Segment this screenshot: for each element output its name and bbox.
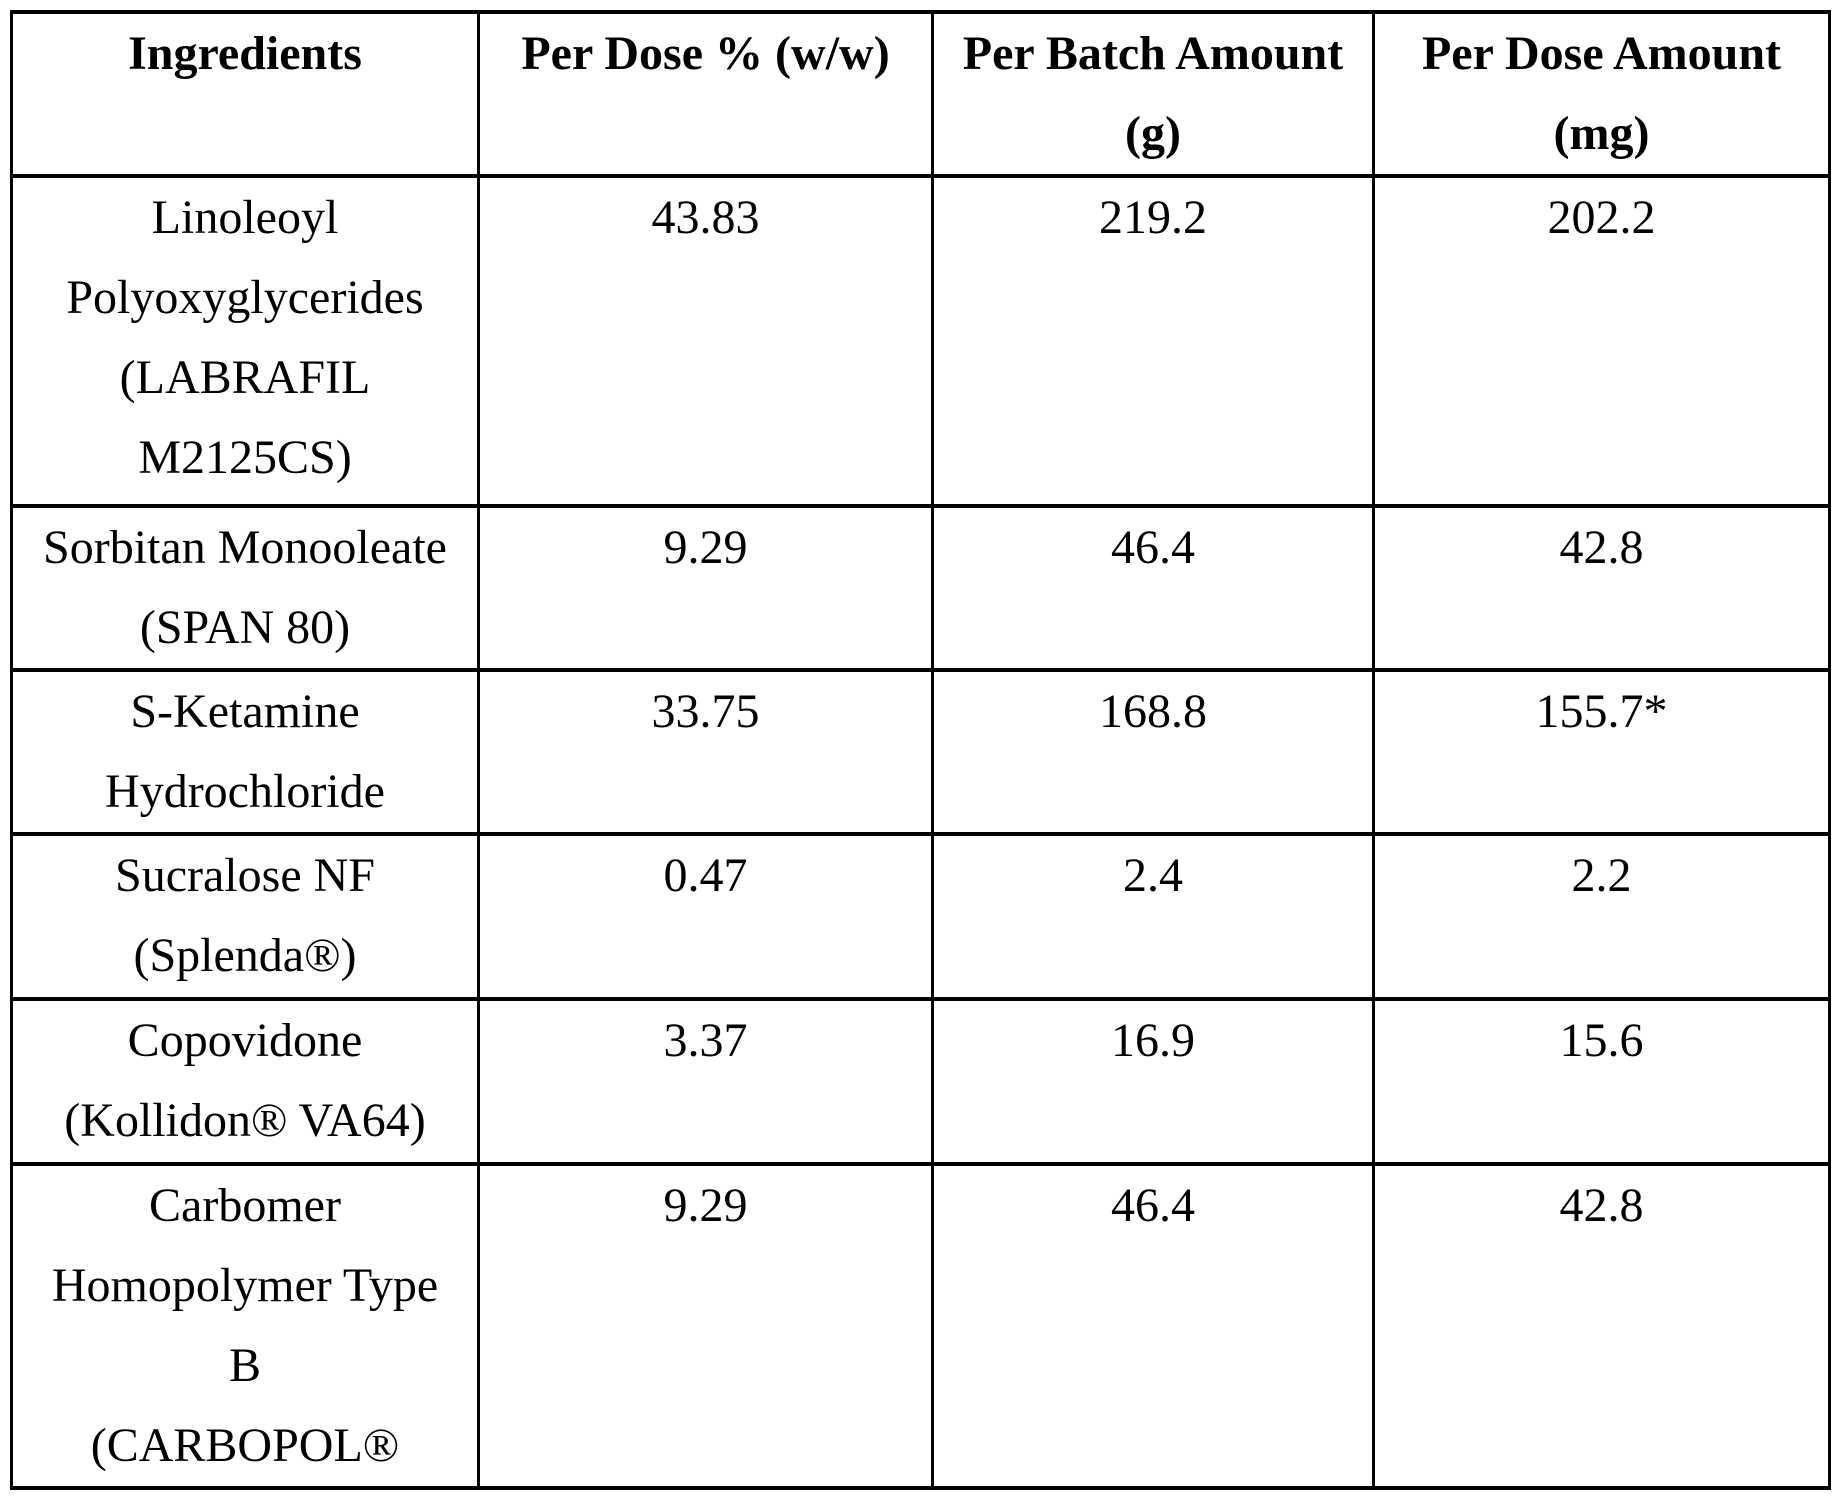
per-dose-mg-cell: 42.8 bbox=[1372, 1162, 1831, 1490]
header-per-dose-pct: Per Dose % (w/w) bbox=[477, 10, 934, 178]
table-row: S-Ketamine Hydrochloride 33.75 168.8 155… bbox=[10, 668, 1831, 836]
table-row: Sorbitan Monooleate (SPAN 80) 9.29 46.4 … bbox=[10, 504, 1831, 672]
ingredient-cell: S-Ketamine Hydrochloride bbox=[10, 668, 480, 836]
per-batch-g-cell: 2.4 bbox=[931, 832, 1375, 1001]
per-dose-mg-cell: 42.8 bbox=[1372, 504, 1831, 672]
ingredient-cell: Linoleoyl Polyoxyglycerides (LABRAFIL M2… bbox=[10, 174, 480, 508]
per-batch-g-cell: 16.9 bbox=[931, 997, 1375, 1166]
header-per-batch-amount: Per Batch Amount (g) bbox=[931, 10, 1375, 178]
table-header-row: Ingredients Per Dose % (w/w) Per Batch A… bbox=[10, 10, 1831, 178]
ingredients-table: Ingredients Per Dose % (w/w) Per Batch A… bbox=[10, 10, 1831, 1490]
per-dose-pct-cell: 0.47 bbox=[477, 832, 934, 1001]
table-row: Copovidone (Kollidon® VA64) 3.37 16.9 15… bbox=[10, 997, 1831, 1166]
ingredient-cell: Sorbitan Monooleate (SPAN 80) bbox=[10, 504, 480, 672]
table-row: Sucralose NF (Splenda®) 0.47 2.4 2.2 bbox=[10, 832, 1831, 1001]
per-batch-g-cell: 168.8 bbox=[931, 668, 1375, 836]
header-per-dose-amount: Per Dose Amount (mg) bbox=[1372, 10, 1831, 178]
per-dose-mg-cell: 202.2 bbox=[1372, 174, 1831, 508]
per-dose-pct-cell: 9.29 bbox=[477, 504, 934, 672]
per-dose-mg-cell: 2.2 bbox=[1372, 832, 1831, 1001]
per-dose-mg-cell: 155.7* bbox=[1372, 668, 1831, 836]
per-dose-pct-cell: 43.83 bbox=[477, 174, 934, 508]
per-dose-mg-cell: 15.6 bbox=[1372, 997, 1831, 1166]
table-row: Carbomer Homopolymer Type B (CARBOPOL® 9… bbox=[10, 1162, 1831, 1490]
ingredient-cell: Carbomer Homopolymer Type B (CARBOPOL® bbox=[10, 1162, 480, 1490]
header-ingredients: Ingredients bbox=[10, 10, 480, 178]
per-batch-g-cell: 219.2 bbox=[931, 174, 1375, 508]
per-dose-pct-cell: 9.29 bbox=[477, 1162, 934, 1490]
per-dose-pct-cell: 33.75 bbox=[477, 668, 934, 836]
ingredient-cell: Sucralose NF (Splenda®) bbox=[10, 832, 480, 1001]
per-dose-pct-cell: 3.37 bbox=[477, 997, 934, 1166]
ingredient-cell: Copovidone (Kollidon® VA64) bbox=[10, 997, 480, 1166]
per-batch-g-cell: 46.4 bbox=[931, 504, 1375, 672]
per-batch-g-cell: 46.4 bbox=[931, 1162, 1375, 1490]
table-row: Linoleoyl Polyoxyglycerides (LABRAFIL M2… bbox=[10, 174, 1831, 508]
